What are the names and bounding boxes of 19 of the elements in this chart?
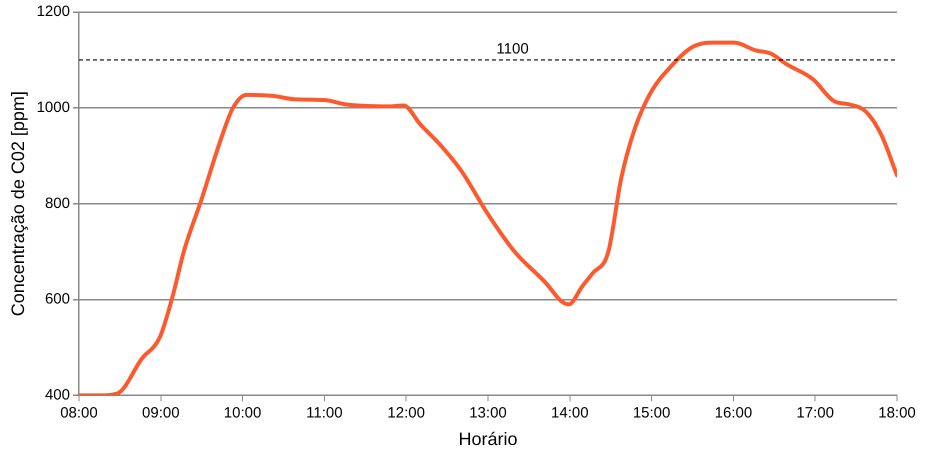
x-tick-label: 13:00: [469, 404, 507, 422]
y-tick-label: 400: [44, 386, 70, 404]
x-tick-label: 10:00: [224, 404, 262, 422]
y-tick-label: 1200: [36, 3, 70, 20]
ref-line-label: 1100: [496, 40, 529, 58]
x-tick-label: 15:00: [632, 404, 670, 422]
x-tick-label: 16:00: [714, 404, 752, 422]
x-tick-label: 08:00: [60, 404, 98, 422]
x-tick-label: 14:00: [551, 404, 589, 422]
y-tick-label: 1000: [36, 98, 70, 116]
x-tick-label: 17:00: [796, 404, 834, 422]
y-tick-label: 800: [44, 194, 70, 212]
y-tick-label: 600: [44, 290, 70, 308]
x-tick-label: 18:00: [878, 404, 916, 422]
x-tick-label: 09:00: [142, 404, 180, 422]
x-tick-label: 12:00: [387, 404, 425, 422]
y-axis-title: Concentração de C02 [ppm]: [8, 91, 28, 316]
x-axis-title: Horário: [458, 429, 518, 450]
x-tick-label: 11:00: [306, 404, 343, 422]
